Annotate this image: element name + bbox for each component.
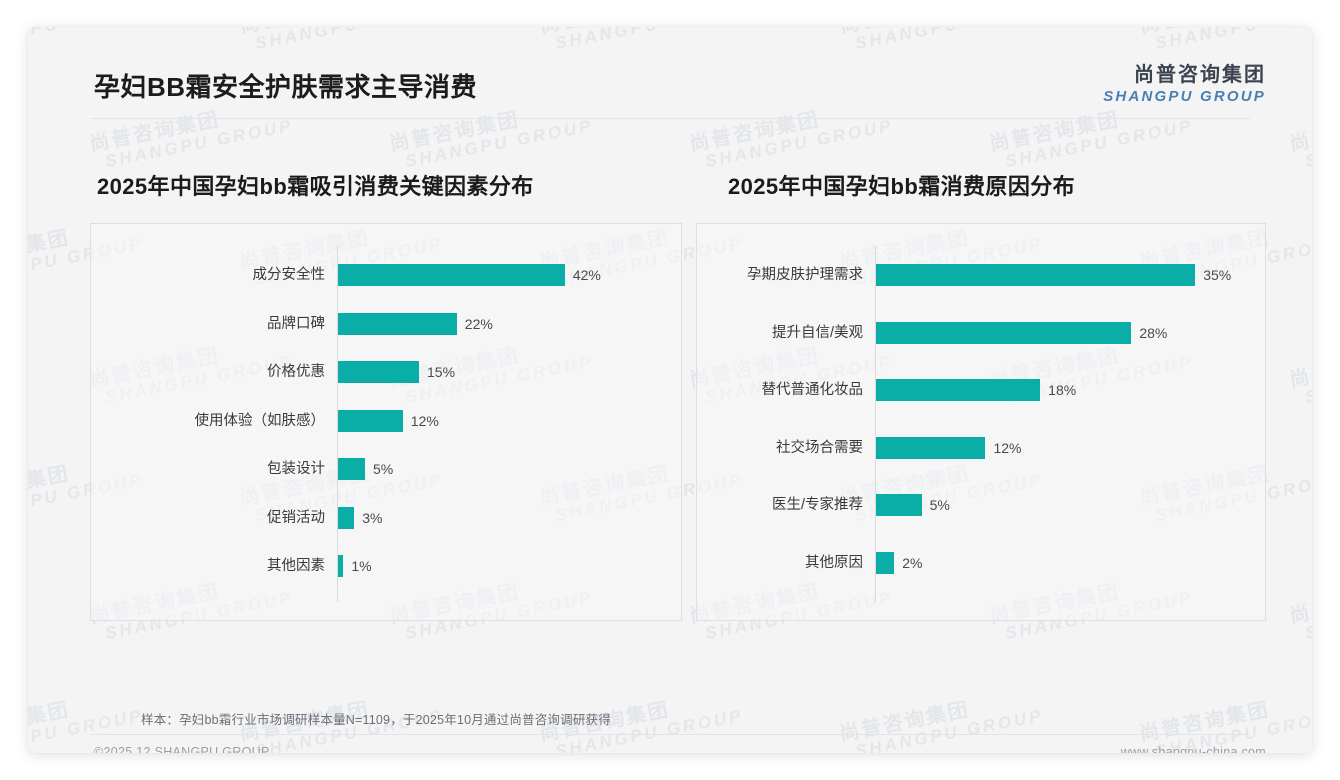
- bar-category-label: 使用体验（如肤感）: [194, 412, 326, 429]
- chart-bar-row: 孕期皮肤护理需求 35%: [747, 262, 1232, 288]
- bar-segment: [338, 409, 403, 432]
- chart-bar-row: 医生/专家推荐 5%: [772, 492, 950, 518]
- chart-bar-row: 包装设计 5%: [267, 456, 394, 482]
- bar-segment: [876, 379, 1041, 401]
- chart-bar-row: 其他因素 1%: [267, 553, 372, 579]
- bar-value-label: 42%: [572, 267, 601, 283]
- chart-bar-row: 社交场合需要 12%: [776, 435, 1022, 461]
- bar-category-label: 价格优惠: [267, 364, 325, 380]
- bar-category-label: 社交场合需要: [776, 439, 863, 456]
- logo-english-text: SHANGPU GROUP: [1103, 88, 1266, 105]
- bar-category-label: 促销活动: [267, 509, 325, 526]
- bar-segment: [338, 555, 344, 577]
- bar-category-label: 成分安全性: [252, 267, 326, 283]
- bar-category-label: 医生/专家推荐: [771, 497, 863, 513]
- bar-segment: [338, 506, 355, 529]
- chart-card-left: 成分安全性 42% 品牌口碑 22% 价格优惠 15% 使用体验（如肤感） 12% 包装设计 5%…: [90, 223, 682, 621]
- chart-bar-row: 替代普通化妆品 18%: [762, 377, 1077, 403]
- logo-chinese-text: 尚普咨询集团: [1134, 64, 1266, 86]
- bar-segment: [876, 494, 922, 516]
- chart-bar-row: 价格优惠 15%: [267, 359, 456, 385]
- copyright-text: ©2025.12 SHANGPU GROUP: [94, 745, 270, 753]
- bar-segment: [876, 264, 1196, 286]
- bar-segment: [876, 436, 986, 459]
- bar-value-label: 12%: [993, 439, 1022, 456]
- bar-value-label: 15%: [427, 364, 456, 380]
- header-divider: [90, 118, 1250, 119]
- bar-value-label: 5%: [929, 497, 950, 513]
- chart-axis-line: [875, 246, 876, 602]
- bar-segment: [338, 458, 365, 480]
- bar-segment: [338, 264, 565, 286]
- sample-footnote: 样本：孕妇bb霜行业市场调研样本量N=1109，于2025年10月通过尚普咨询调…: [141, 713, 611, 727]
- website-link[interactable]: www.shangpu-china.com: [1120, 745, 1266, 753]
- bar-category-label: 替代普通化妆品: [761, 382, 864, 398]
- chart-title-left: 2025年中国孕妇bb霜吸引消费关键因素分布: [97, 174, 534, 199]
- slide-header: 孕妇BB霜安全护肤需求主导消费 尚普咨询集团 SHANGPU GROUP: [28, 27, 1312, 119]
- chart-bar-row: 成分安全性 42%: [253, 262, 601, 288]
- chart-bar-row: 使用体验（如肤感） 12%: [195, 408, 439, 434]
- bar-value-label: 5%: [373, 461, 394, 477]
- chart-panel-left: 2025年中国孕妇bb霜吸引消费关键因素分布 成分安全性 42% 品牌口碑 22% 价格…: [90, 169, 682, 621]
- charts-area: 2025年中国孕妇bb霜吸引消费关键因素分布 成分安全性 42% 品牌口碑 22% 价格…: [28, 119, 1312, 679]
- bar-value-label: 22%: [464, 315, 493, 332]
- bar-value-label: 28%: [1139, 324, 1168, 341]
- bar-segment: [876, 321, 1132, 344]
- bar-category-label: 孕期皮肤护理需求: [747, 267, 863, 283]
- bar-segment: [338, 312, 457, 335]
- chart-title-right: 2025年中国孕妇bb霜消费原因分布: [728, 174, 1076, 199]
- bar-value-label: 1%: [351, 558, 372, 574]
- footer-divider: [90, 734, 1250, 735]
- chart-bar-row: 提升自信/美观 28%: [772, 320, 1168, 346]
- bar-category-label: 品牌口碑: [267, 315, 325, 332]
- bar-value-label: 18%: [1048, 382, 1077, 398]
- bar-value-label: 35%: [1203, 267, 1232, 283]
- bar-chart-left: 成分安全性 42% 品牌口碑 22% 价格优惠 15% 使用体验（如肤感） 12% 包装设计 5%…: [91, 224, 681, 620]
- bar-value-label: 12%: [410, 412, 439, 429]
- bar-category-label: 包装设计: [267, 461, 325, 477]
- bar-category-label: 提升自信/美观: [771, 324, 863, 341]
- slide-card: 尚普咨询集团 SHANGPU GROUP 尚普咨询集团 SHANGPU GROUP 尚普…: [28, 27, 1312, 753]
- bar-segment: [338, 361, 419, 383]
- bar-value-label: 3%: [362, 509, 383, 526]
- bar-category-label: 其他原因: [805, 554, 863, 571]
- chart-bar-row: 促销活动 3%: [267, 505, 383, 531]
- chart-bar-row: 品牌口碑 22%: [267, 311, 493, 337]
- page-title: 孕妇BB霜安全护肤需求主导消费: [94, 72, 478, 102]
- bar-chart-right: 孕期皮肤护理需求 35% 提升自信/美观 28% 替代普通化妆品 18% 社交场合需要 12%…: [697, 224, 1265, 620]
- chart-axis-line: [337, 246, 338, 602]
- chart-card-right: 孕期皮肤护理需求 35% 提升自信/美观 28% 替代普通化妆品 18% 社交场合需要 12%…: [696, 223, 1266, 621]
- bar-category-label: 其他因素: [267, 558, 325, 574]
- brand-logo: 尚普咨询集团 SHANGPU GROUP: [1103, 64, 1266, 105]
- slide-footer: ©2025.12 SHANGPU GROUP www.shangpu-china…: [28, 735, 1312, 753]
- bar-segment: [876, 551, 895, 574]
- chart-panel-right: 2025年中国孕妇bb霜消费原因分布 孕期皮肤护理需求 35% 提升自信/美观 28%…: [696, 169, 1266, 621]
- bar-value-label: 2%: [902, 554, 923, 571]
- chart-bar-row: 其他原因 2%: [805, 550, 923, 576]
